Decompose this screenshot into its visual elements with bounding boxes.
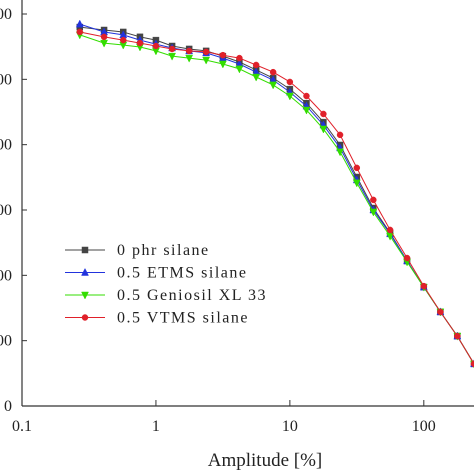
- marker: [81, 246, 89, 254]
- marker: [185, 54, 194, 63]
- marker: [336, 131, 344, 139]
- marker: [403, 254, 411, 262]
- marker: [302, 106, 311, 115]
- marker: [470, 360, 474, 368]
- marker: [386, 226, 394, 234]
- marker: [437, 308, 444, 316]
- marker: [370, 196, 377, 204]
- marker: [202, 48, 210, 56]
- marker: [81, 314, 89, 321]
- marker: [252, 61, 260, 69]
- marker: [352, 179, 361, 188]
- marker: [303, 92, 310, 100]
- legend-label: 0.5 ETMS silane: [117, 265, 248, 282]
- marker: [286, 78, 294, 86]
- marker: [336, 148, 344, 157]
- y-tick-label: 800: [0, 137, 12, 154]
- x-tick-label: 10: [282, 418, 298, 435]
- marker: [185, 47, 193, 55]
- marker: [81, 267, 89, 276]
- legend-label: 0 phr silane: [117, 242, 210, 259]
- marker: [100, 33, 108, 41]
- marker: [353, 164, 361, 172]
- marker: [75, 19, 84, 28]
- y-tick-label: 200: [0, 333, 12, 350]
- marker: [285, 92, 294, 101]
- marker: [269, 81, 278, 90]
- legend-label: 0.5 Geniosil XL 33: [117, 287, 267, 304]
- marker: [320, 110, 327, 118]
- marker: [236, 54, 243, 62]
- marker: [168, 45, 176, 53]
- marker: [319, 125, 328, 134]
- marker: [269, 68, 277, 76]
- marker: [252, 73, 261, 82]
- x-tick-label: 100: [412, 418, 436, 435]
- marker: [235, 65, 244, 74]
- y-tick-label: 0: [4, 398, 12, 415]
- legend-label: 0.5 VTMS silane: [117, 310, 249, 327]
- marker: [119, 36, 127, 44]
- marker: [136, 39, 144, 47]
- marker: [420, 282, 428, 290]
- marker: [218, 60, 227, 69]
- y-tick-label: 400: [0, 267, 12, 284]
- x-tick-label: 1: [152, 418, 160, 435]
- marker: [81, 291, 89, 300]
- y-tick-label: 600: [0, 202, 12, 219]
- marker: [202, 56, 211, 65]
- marker: [454, 332, 461, 340]
- x-tick-label: 0.1: [12, 418, 32, 435]
- x-axis-label: Amplitude [%]: [208, 450, 323, 471]
- marker: [76, 28, 84, 36]
- series-line: [79, 34, 474, 365]
- marker: [219, 51, 227, 59]
- marker: [152, 42, 160, 50]
- marker: [369, 208, 378, 217]
- y-tick-label: 1200: [0, 6, 12, 23]
- marker: [168, 52, 176, 61]
